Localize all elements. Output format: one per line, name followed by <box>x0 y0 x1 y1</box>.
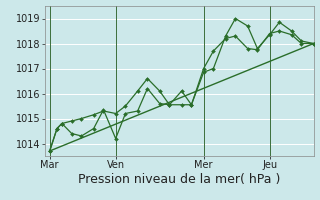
X-axis label: Pression niveau de la mer( hPa ): Pression niveau de la mer( hPa ) <box>78 173 280 186</box>
